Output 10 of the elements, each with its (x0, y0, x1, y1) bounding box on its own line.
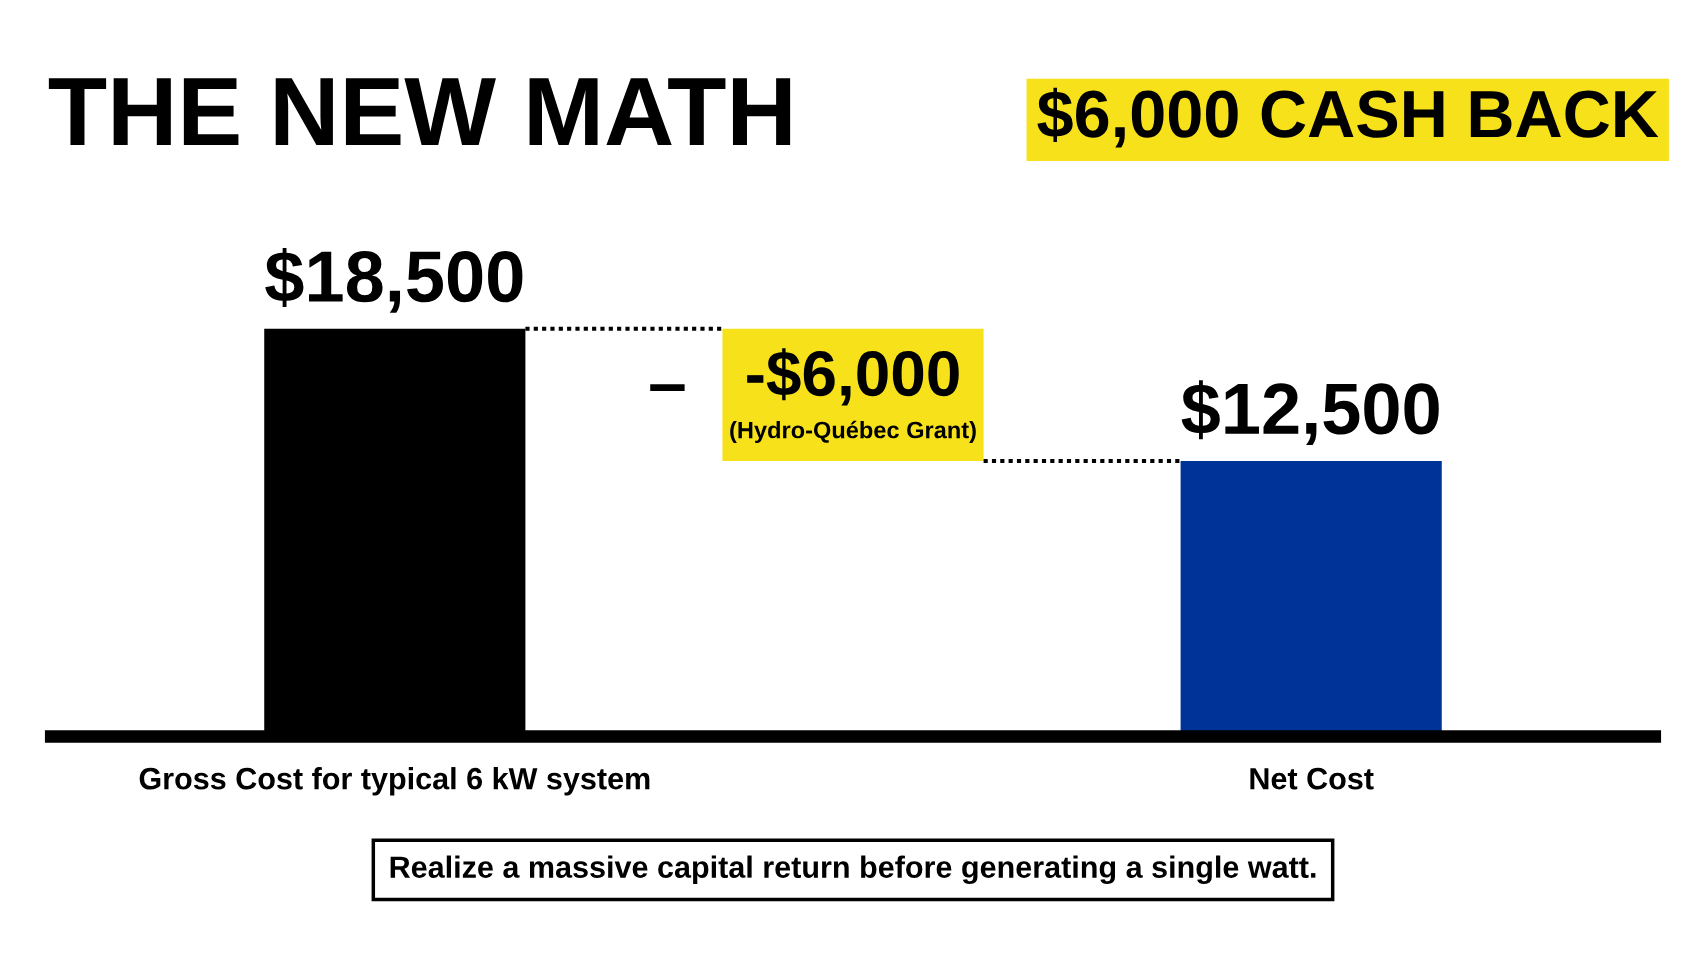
data-label: $12,500 (1181, 380, 1439, 445)
annotation: (Hydro-Québec Grant) (730, 420, 976, 444)
x-tick-label: Net Cost (1250, 767, 1374, 790)
annotation: -$6,000 (747, 348, 959, 406)
chart-subtitle: $6,000 CASH BACK (1037, 87, 1659, 148)
data-label: $18,500 (265, 247, 523, 313)
x-tick-label: Gross Cost for typical 6 kW system (139, 767, 650, 796)
text: Realize a massive capital return before generating a single watt. (390, 855, 1316, 885)
chart-title: THE NEW MATH (48, 78, 791, 146)
annotation: – (650, 384, 685, 392)
